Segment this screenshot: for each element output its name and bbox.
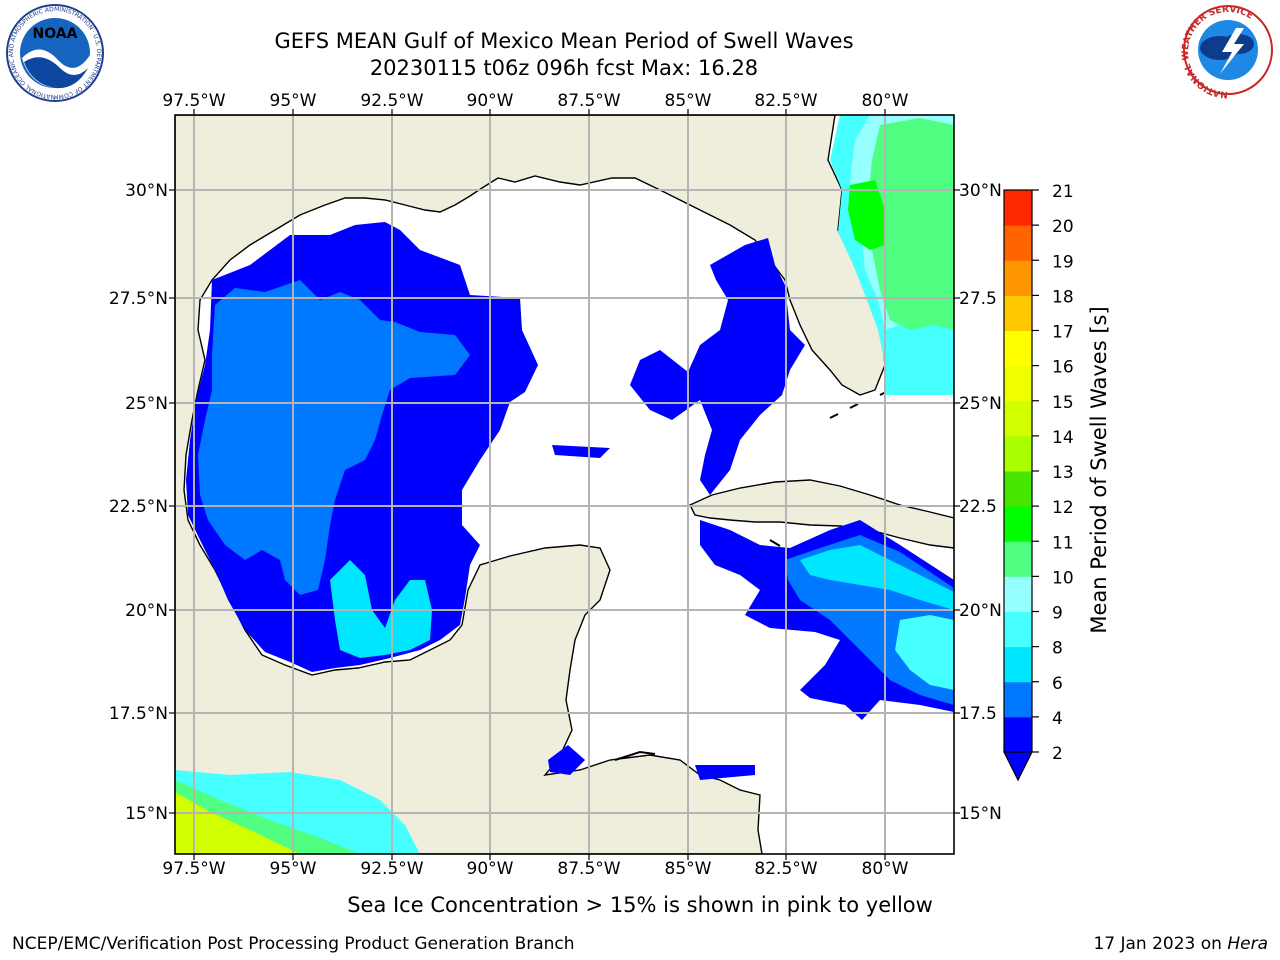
- date-host: Hera: [1227, 934, 1268, 954]
- lat-label-left-6: 15°N: [125, 804, 168, 824]
- swell-band-pacific-yellow: [175, 792, 300, 854]
- lon-label-bottom-4: 87.5°W: [557, 859, 620, 879]
- colorbar-tick-label-13: 18: [1052, 287, 1074, 307]
- lon-label-bottom-6: 82.5°W: [754, 859, 817, 879]
- colorbar-swatch-2: [1004, 646, 1032, 683]
- colorbar-tick-label-7: 12: [1052, 498, 1074, 518]
- colorbar-swatch-10: [1004, 365, 1032, 402]
- chart-title: GEFS MEAN Gulf of Mexico Mean Period of …: [274, 29, 853, 53]
- colorbar-tick-label-16: 21: [1052, 182, 1074, 202]
- lat-label-left-4: 20°N: [125, 601, 168, 621]
- credit-text: NCEP/EMC/Verification Post Processing Pr…: [12, 934, 575, 954]
- date-text: 17 Jan 2023 on Hera: [1093, 934, 1268, 954]
- lat-label-right-4: 20°N: [959, 601, 1002, 621]
- lat-label-right-3: 22.5: [959, 497, 997, 517]
- land-north-america: [175, 115, 886, 854]
- lat-label-right-5: 17.5: [959, 704, 997, 724]
- colorbar-tick-label-5: 10: [1052, 568, 1074, 588]
- swell-band-atlantic-green: [868, 118, 954, 330]
- colorbar-swatch-8: [1004, 435, 1032, 472]
- colorbar-tick-label-9: 14: [1052, 428, 1074, 448]
- map-panel: [175, 115, 954, 854]
- sea-ice-note: Sea Ice Concentration > 15% is shown in …: [347, 893, 933, 917]
- colorbar-swatch-0: [1004, 716, 1032, 753]
- colorbar-tick-label-1: 4: [1052, 709, 1063, 729]
- colorbar-tick-label-14: 19: [1052, 252, 1074, 272]
- lon-label-top-3: 90°W: [467, 91, 514, 111]
- colorbar-swatch-7: [1004, 471, 1032, 507]
- lon-label-top-1: 95°W: [270, 91, 317, 111]
- colorbar-label: Mean Period of Swell Waves [s]: [1087, 306, 1111, 633]
- colorbar-swatch-11: [1004, 330, 1032, 367]
- latitude-ticks-left: 30°N 27.5°N 25°N 22.5°N 20°N 17.5°N 15°N: [109, 181, 175, 824]
- colorbar-swatch-1: [1004, 681, 1032, 718]
- colorbar-swatch-14: [1004, 225, 1032, 261]
- colorbar-swatch-12: [1004, 295, 1032, 331]
- lat-label-right-6: 15°N: [959, 804, 1002, 824]
- colorbar-tick-label-11: 16: [1052, 358, 1074, 378]
- colorbar-extend-arrow: [1003, 751, 1033, 782]
- longitude-ticks-top: 97.5°W 95°W 92.5°W 90°W 87.5°W 85°W 82.5°W 80°W: [162, 91, 909, 115]
- swell-patch-center: [552, 445, 610, 458]
- colorbar-tick-label-2: 6: [1052, 674, 1063, 694]
- lon-label-top-4: 87.5°W: [557, 91, 620, 111]
- lon-label-bottom-0: 97.5°W: [162, 859, 225, 879]
- swell-patch-yucatan: [548, 745, 585, 775]
- colorbar-swatch-13: [1004, 260, 1032, 296]
- swell-band-2-4-east: [630, 238, 805, 495]
- latitude-ticks-right: 30°N 27.5 25°N 22.5 20°N 17.5 15°N: [954, 181, 1002, 824]
- lat-label-right-2: 25°N: [959, 394, 1002, 414]
- colorbar-tick-label-4: 9: [1052, 604, 1063, 624]
- colorbar-swatch-3: [1004, 611, 1032, 648]
- colorbar-tick-label-8: 13: [1052, 463, 1074, 483]
- colorbar-swatch-15: [1004, 190, 1032, 226]
- swell-band-8-9-caribbean: [895, 615, 954, 690]
- colorbar-swatch-5: [1004, 541, 1032, 577]
- land-cuba: [689, 479, 954, 549]
- colorbar-tick-label-0: 2: [1052, 744, 1063, 764]
- date-prefix: 17 Jan 2023 on: [1093, 934, 1227, 954]
- chart-subtitle: 20230115 t06z 096h fcst Max: 16.28: [370, 56, 758, 80]
- colorbar-swatch-9: [1004, 400, 1032, 437]
- lon-label-top-5: 85°W: [665, 91, 712, 111]
- lat-label-right-1: 27.5: [959, 289, 997, 309]
- lon-label-top-6: 82.5°W: [754, 91, 817, 111]
- noaa-logo-text: NOAA: [33, 26, 78, 42]
- swell-band-4-6-west: [198, 280, 470, 595]
- nws-logo: NATIONAL WEATHER SERVICE: [1181, 5, 1273, 99]
- swell-patch-honduras: [695, 765, 755, 780]
- lon-label-top-2: 92.5°W: [360, 91, 423, 111]
- colorbar-tick-label-10: 15: [1052, 393, 1074, 413]
- longitude-ticks-bottom: 97.5°W 95°W 92.5°W 90°W 87.5°W 85°W 82.5°W 80°W: [162, 854, 909, 879]
- lat-label-left-2: 25°N: [125, 394, 168, 414]
- land-small-islands: [614, 391, 887, 761]
- swell-band-atlantic-bright-green: [848, 180, 885, 250]
- swell-band-6-8-caribbean: [800, 545, 954, 610]
- lat-label-left-3: 22.5°N: [109, 497, 168, 517]
- lat-label-left-1: 27.5°N: [109, 289, 168, 309]
- colorbar-tick-label-15: 20: [1052, 217, 1074, 237]
- colorbar: 2 4 6 8 9 10 11 12 13 14 15 16 17 18 19 20 21: [1003, 182, 1074, 782]
- lon-label-bottom-7: 80°W: [862, 859, 909, 879]
- lon-label-bottom-2: 92.5°W: [360, 859, 423, 879]
- swell-band-6-8-west: [330, 560, 432, 658]
- lon-label-bottom-3: 90°W: [467, 859, 514, 879]
- colorbar-swatch-4: [1004, 576, 1032, 612]
- colorbar-swatch-6: [1004, 506, 1032, 542]
- lon-label-top-0: 97.5°W: [162, 91, 225, 111]
- noaa-logo: NOAA NATIONAL OCEANIC AND ATMOSPHERIC AD…: [0, 0, 104, 102]
- swell-period-field: [175, 115, 954, 854]
- graticule: [175, 115, 954, 854]
- colorbar-tick-label-12: 17: [1052, 323, 1074, 343]
- colorbar-tick-label-3: 8: [1052, 639, 1063, 659]
- map-frame: [174, 114, 955, 855]
- lat-label-left-5: 17.5°N: [109, 704, 168, 724]
- colorbar-tick-label-6: 11: [1052, 533, 1074, 553]
- lon-label-bottom-1: 95°W: [270, 859, 317, 879]
- lon-label-top-7: 80°W: [862, 91, 909, 111]
- lat-label-right-0: 30°N: [959, 181, 1002, 201]
- lat-label-left-0: 30°N: [125, 181, 168, 201]
- lon-label-bottom-5: 85°W: [665, 859, 712, 879]
